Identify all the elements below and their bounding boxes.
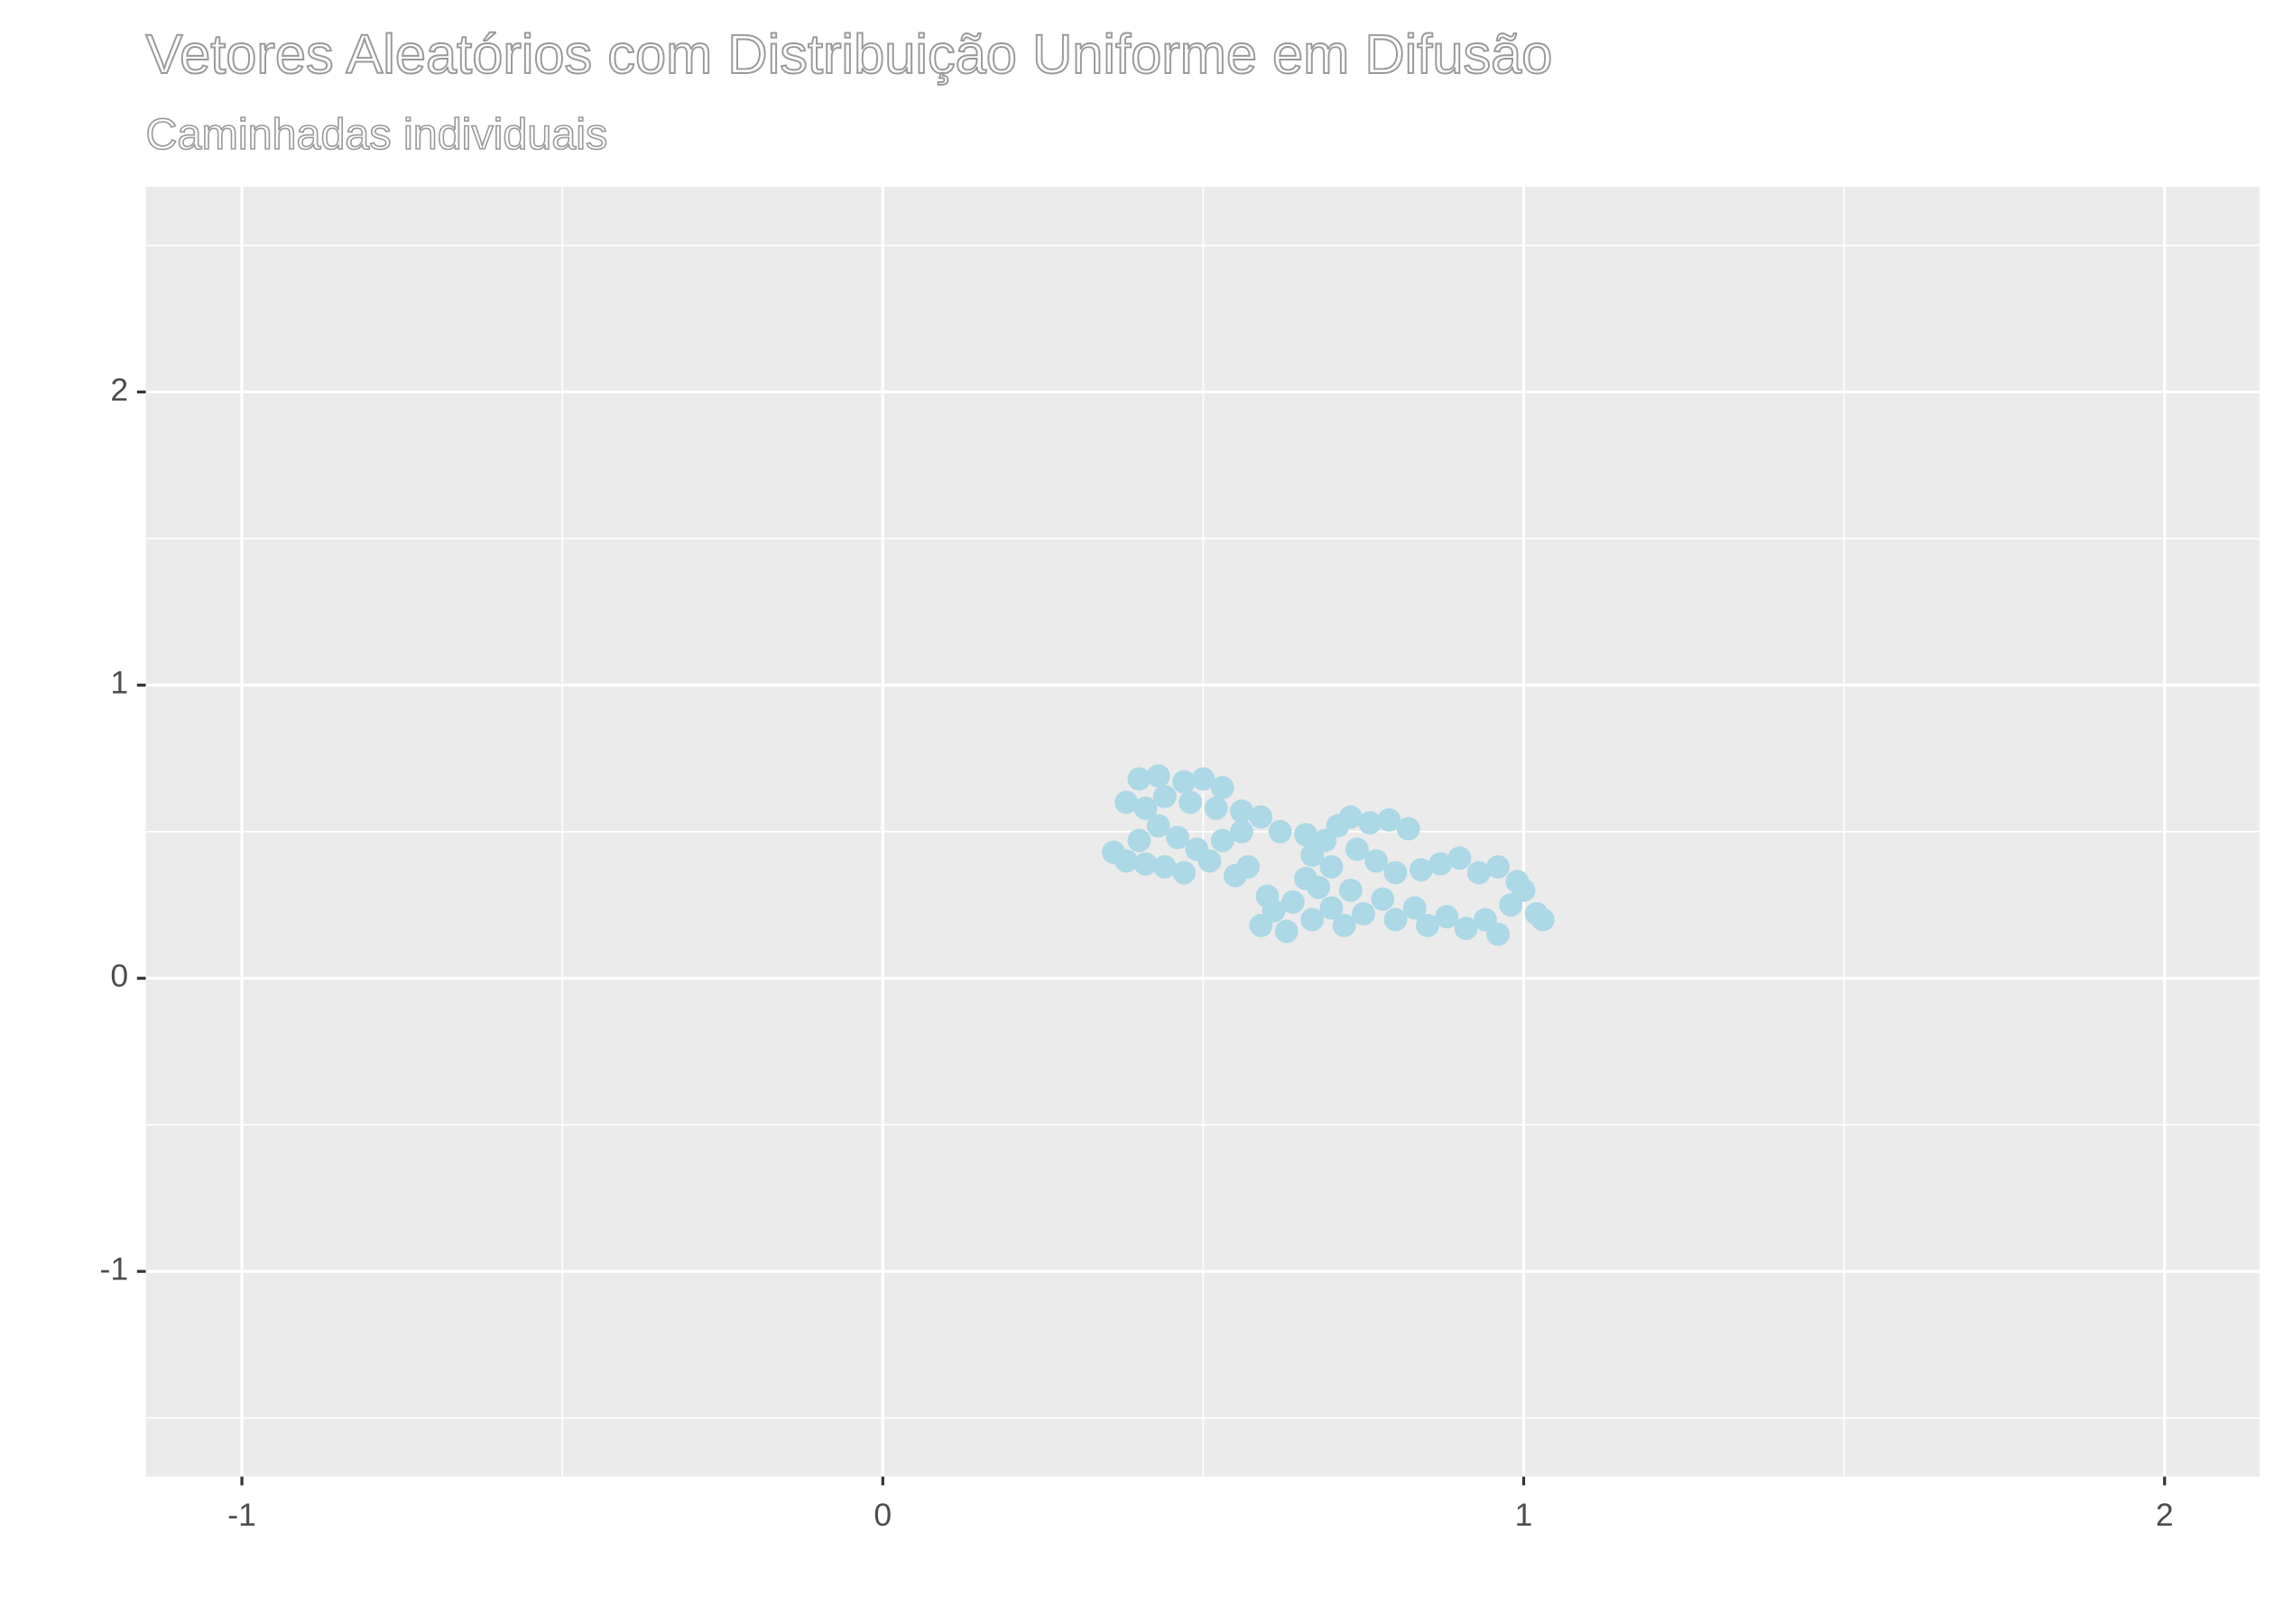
y-tick-label: 2 bbox=[110, 372, 128, 408]
point bbox=[1447, 846, 1472, 870]
point bbox=[1210, 776, 1234, 799]
point bbox=[1236, 854, 1261, 879]
point bbox=[1416, 913, 1439, 937]
point bbox=[1210, 828, 1234, 853]
y-tick-label: 0 bbox=[110, 958, 128, 994]
point bbox=[1454, 917, 1478, 940]
point bbox=[1402, 896, 1427, 920]
point bbox=[1230, 819, 1253, 844]
point bbox=[1146, 764, 1170, 788]
point bbox=[1396, 817, 1420, 841]
x-tick-label: 0 bbox=[874, 1497, 892, 1533]
point bbox=[1146, 814, 1170, 838]
point bbox=[1133, 796, 1158, 820]
point bbox=[1319, 896, 1344, 920]
x-tick-label: 2 bbox=[2156, 1497, 2174, 1533]
point bbox=[1255, 884, 1280, 909]
point bbox=[1345, 837, 1369, 862]
point bbox=[1179, 790, 1203, 815]
y-tick-label: 1 bbox=[110, 665, 128, 701]
point bbox=[1428, 852, 1453, 876]
chart-title: Vetores Aleatórios com Distribuição Unif… bbox=[146, 23, 1553, 86]
point bbox=[1338, 805, 1363, 829]
point bbox=[1338, 878, 1363, 902]
point bbox=[1466, 861, 1491, 885]
point bbox=[1172, 770, 1197, 794]
point bbox=[1486, 854, 1511, 879]
x-tick-label: -1 bbox=[227, 1497, 256, 1533]
point bbox=[1191, 767, 1216, 791]
point bbox=[1364, 849, 1389, 873]
point bbox=[1133, 852, 1158, 876]
point bbox=[1197, 849, 1222, 873]
point bbox=[1371, 887, 1395, 911]
point bbox=[1172, 861, 1197, 885]
point bbox=[1300, 908, 1325, 932]
point bbox=[1204, 796, 1228, 820]
point bbox=[1114, 849, 1139, 873]
point bbox=[1249, 805, 1273, 829]
point bbox=[1530, 908, 1555, 932]
point bbox=[1486, 922, 1511, 946]
point bbox=[1114, 790, 1139, 815]
point bbox=[1166, 826, 1189, 850]
point bbox=[1152, 854, 1177, 879]
point bbox=[1274, 919, 1299, 944]
point bbox=[1409, 858, 1433, 881]
point bbox=[1280, 890, 1305, 914]
point bbox=[1127, 767, 1151, 791]
point bbox=[1377, 807, 1401, 832]
point bbox=[1127, 828, 1151, 853]
point bbox=[1294, 866, 1317, 890]
point bbox=[1435, 905, 1459, 928]
x-tick-label: 1 bbox=[1515, 1497, 1533, 1533]
chart-subtitle: Caminhadas individuais bbox=[146, 110, 608, 159]
point bbox=[1383, 861, 1408, 885]
point bbox=[1230, 799, 1253, 823]
point bbox=[1152, 784, 1177, 808]
y-tick-label: -1 bbox=[100, 1251, 129, 1287]
point bbox=[1332, 913, 1356, 937]
point bbox=[1294, 823, 1317, 846]
point bbox=[1383, 908, 1408, 932]
point bbox=[1319, 854, 1344, 879]
point bbox=[1268, 819, 1292, 844]
point bbox=[1505, 870, 1530, 893]
point bbox=[1352, 901, 1375, 926]
point bbox=[1358, 811, 1382, 835]
point bbox=[1300, 843, 1325, 867]
